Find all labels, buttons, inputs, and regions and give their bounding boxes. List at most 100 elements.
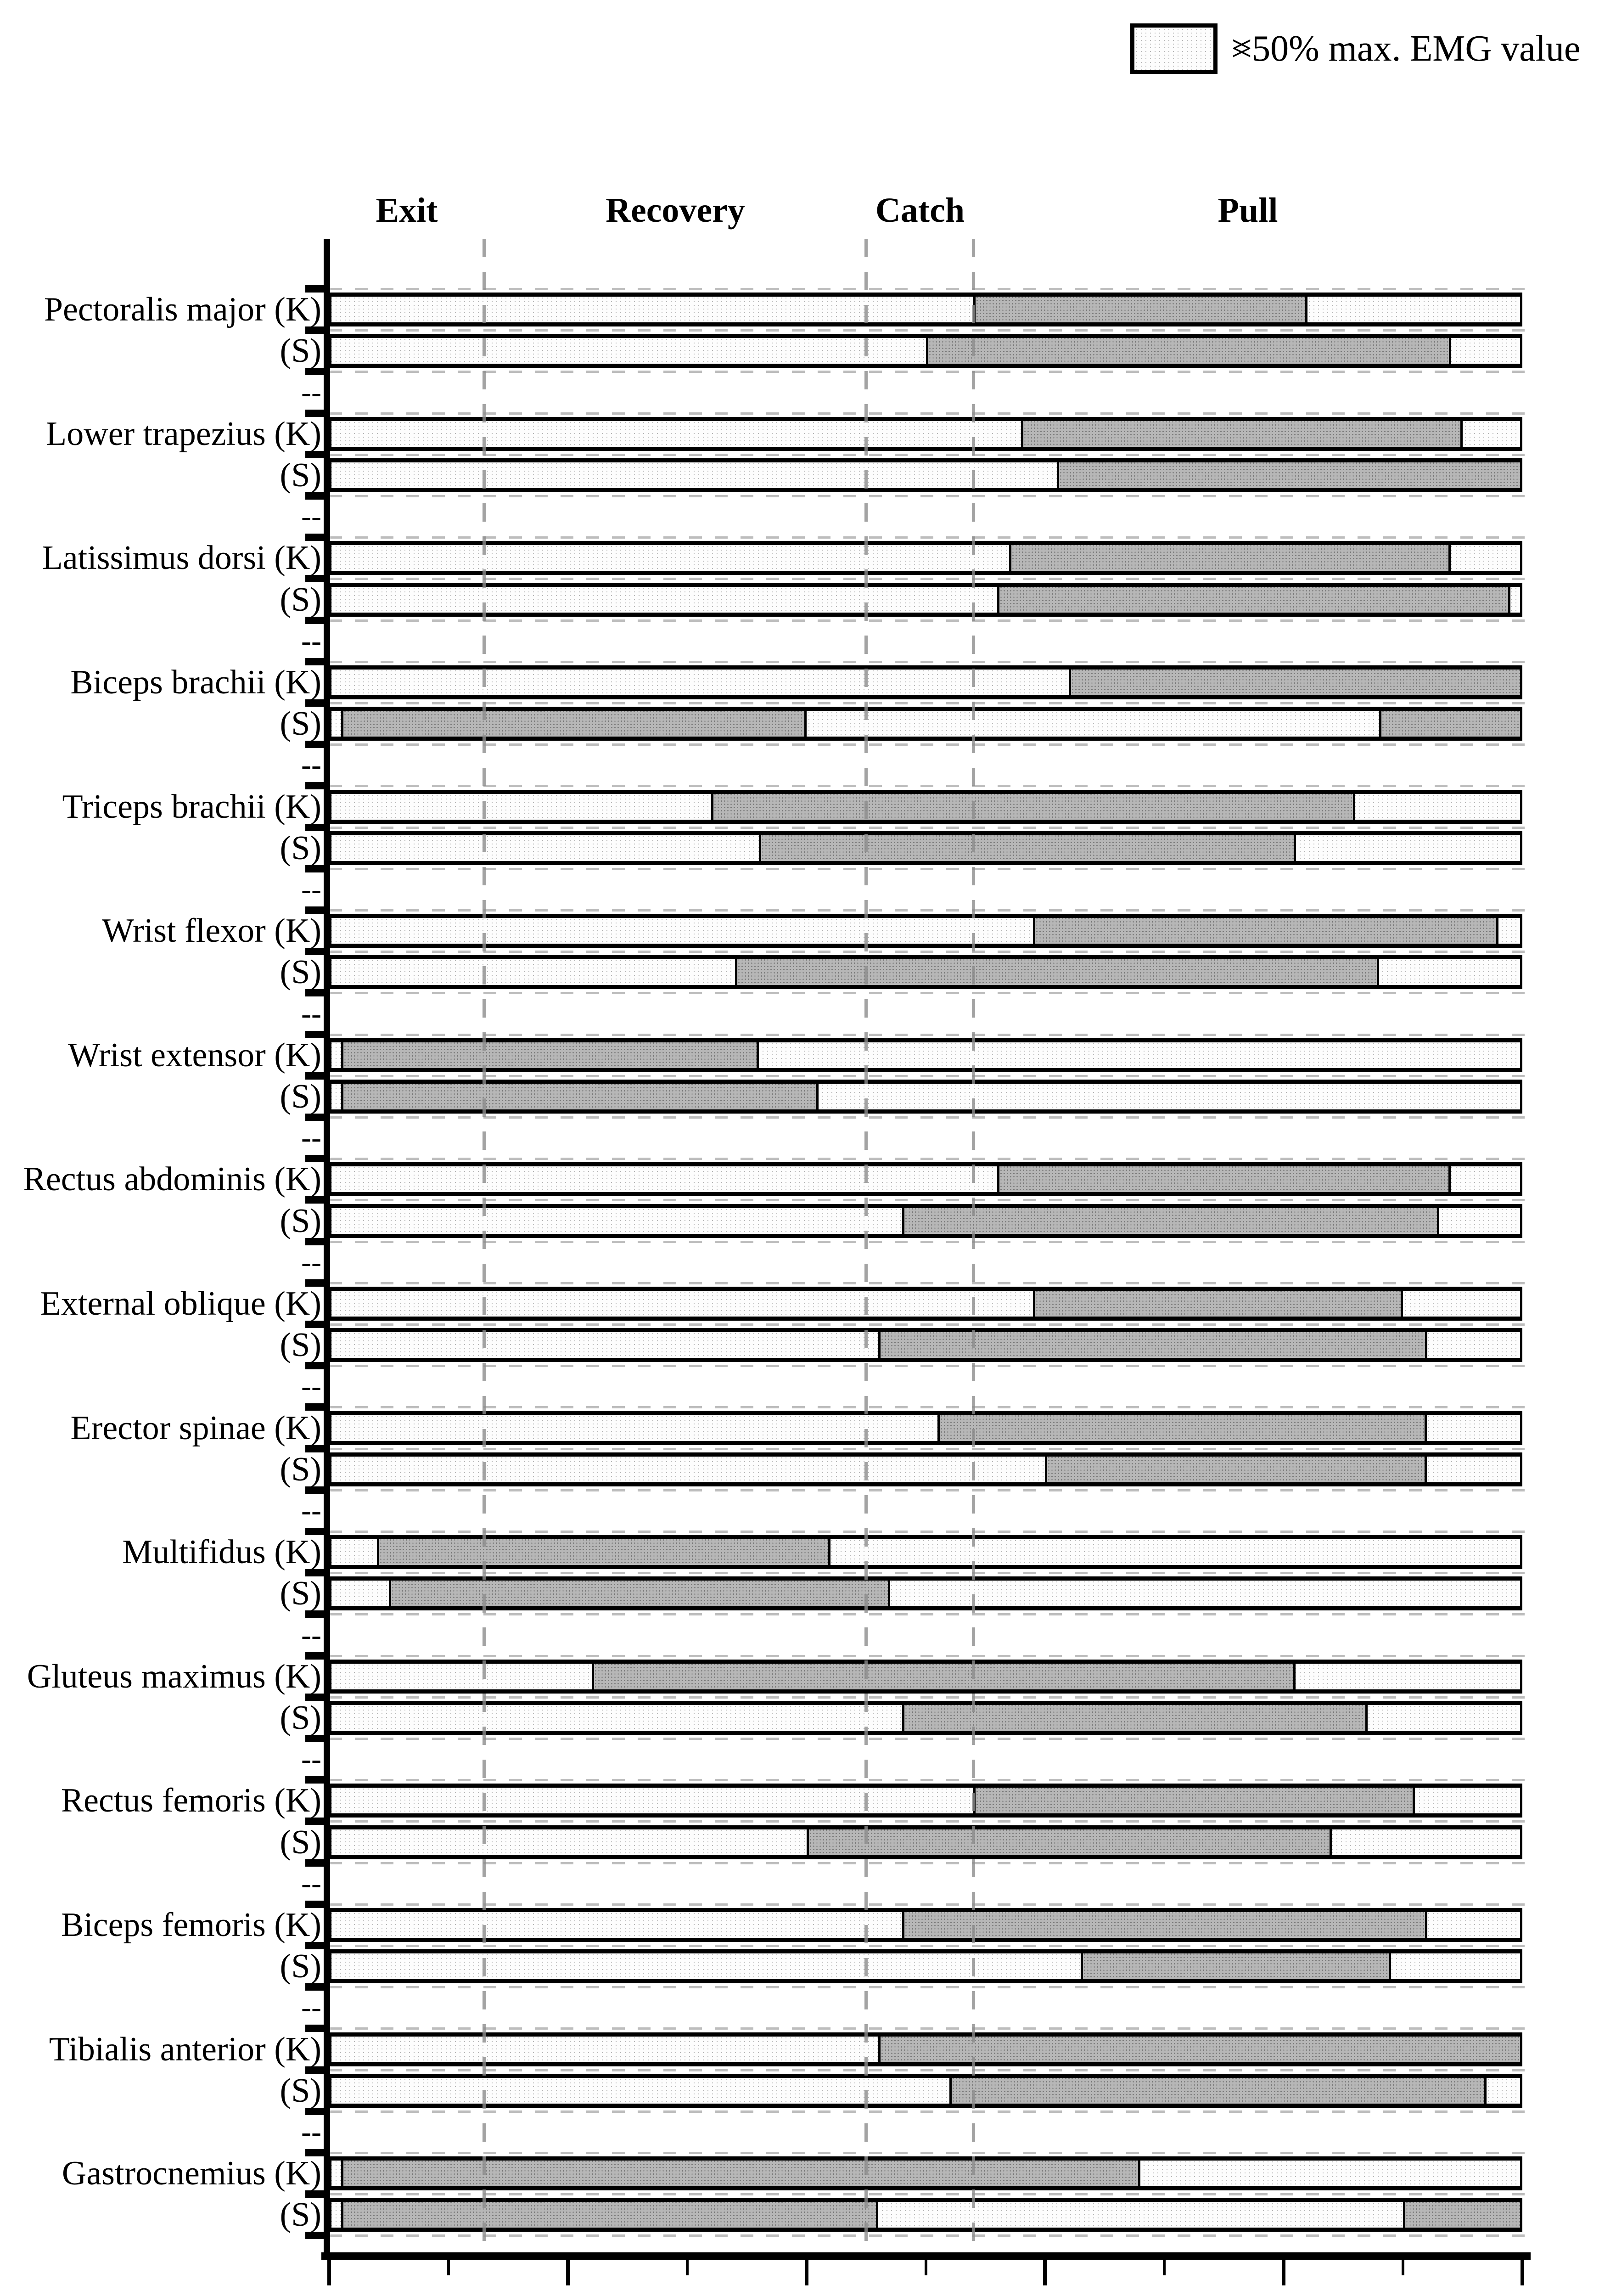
bar-frame [329, 1535, 1522, 1569]
gap-tick-label: -- [301, 1369, 321, 1403]
bar-dark-region [949, 2074, 1487, 2108]
row-separator-line [329, 1075, 1533, 1077]
muscle-label-s: (S) [280, 1326, 321, 1364]
row-separator-line [329, 1365, 1533, 1367]
x-tick-major [1282, 2260, 1285, 2285]
row-separator-line [329, 1820, 1533, 1823]
gap-tick-label: -- [301, 1494, 321, 1527]
bar-dark-region [1069, 665, 1522, 699]
bar-dark-region [1057, 458, 1522, 492]
bar-frame [329, 417, 1522, 451]
bar-frame [329, 665, 1522, 699]
gap-tick-label: -- [301, 376, 321, 409]
row-separator-line [329, 1738, 1533, 1740]
row-separator-line [329, 1241, 1533, 1243]
bar-frame [329, 1287, 1522, 1321]
y-axis-tick [305, 1403, 330, 1411]
row-separator-line [329, 909, 1533, 912]
row-separator-line [329, 329, 1533, 332]
bar-frame [329, 831, 1522, 865]
muscle-label-k: Wrist flexor (K) [102, 912, 321, 950]
bar-dark-region [973, 293, 1307, 326]
emg-bar-external-oblique-k [329, 1287, 1522, 1321]
x-tick-minor [1163, 2260, 1166, 2275]
muscle-label-s: (S) [280, 953, 321, 991]
legend-swatch-light-icon [1130, 23, 1218, 74]
bar-dark-region [937, 1411, 1427, 1445]
y-axis-tick [305, 1569, 330, 1576]
y-axis-tick [305, 1776, 330, 1784]
bar-dark-region [1021, 417, 1463, 451]
x-tick-minor [686, 2260, 689, 2275]
y-axis-tick [305, 1238, 330, 1245]
row-separator-line [329, 1779, 1533, 1781]
row-separator-line [329, 1945, 1533, 1947]
emg-bar-wrist-extensor-k [329, 1038, 1522, 1072]
bar-frame [329, 1162, 1522, 1196]
emg-bar-multifidus-s [329, 1576, 1522, 1610]
row-separator-line [329, 1282, 1533, 1284]
gap-tick-label: -- [301, 1121, 321, 1154]
y-axis-tick [305, 1072, 330, 1080]
bar-frame [329, 1701, 1522, 1735]
y-axis-tick [305, 575, 330, 582]
muscle-label-k: Gastrocnemius (K) [62, 2155, 321, 2192]
y-axis-tick [305, 948, 330, 955]
y-axis-tick [305, 1528, 330, 1535]
y-axis-tick [305, 1983, 330, 1991]
y-axis-tick [305, 1196, 330, 1204]
bar-frame [329, 1080, 1522, 1114]
emg-bar-wrist-extensor-s [329, 1080, 1522, 1114]
bar-dark-region [1379, 707, 1522, 741]
gap-tick-label: -- [301, 624, 321, 658]
x-axis-line [321, 2252, 1531, 2260]
y-axis-tick [305, 2190, 330, 2198]
x-tick-label: 80 [1229, 2289, 1339, 2296]
bar-dark-region [878, 1328, 1427, 1362]
phase-label-recovery: Recovery [606, 191, 745, 230]
bar-frame [329, 914, 1522, 948]
row-separator-line [329, 743, 1533, 746]
y-axis-tick [305, 617, 330, 624]
x-tick-minor [1402, 2260, 1404, 2275]
emg-bar-tibialis-anterior-k [329, 2032, 1522, 2066]
emg-bar-rectus-femoris-s [329, 1825, 1522, 1859]
bar-frame [329, 1328, 1522, 1362]
bar-frame [329, 334, 1522, 368]
gap-tick-label: -- [301, 1618, 321, 1652]
bar-dark-region [997, 583, 1510, 617]
muscle-label-s: (S) [280, 1202, 321, 1240]
y-axis-tick [305, 824, 330, 831]
bar-dark-region [341, 1080, 819, 1114]
emg-bar-erector-spinae-k [329, 1411, 1522, 1445]
y-axis-tick [305, 2025, 330, 2032]
bar-light-region [329, 293, 1522, 326]
muscle-label-k: Rectus femoris (K) [61, 1782, 321, 1819]
muscle-label-s: (S) [280, 1451, 321, 1488]
emg-bar-latissimus-dorsi-s [329, 583, 1522, 617]
x-tick-minor [447, 2260, 450, 2275]
bar-frame [329, 1908, 1522, 1942]
muscle-label-k: Triceps brachii (K) [62, 788, 321, 826]
row-separator-line [329, 2234, 1533, 2237]
row-separator-line [329, 578, 1533, 580]
bar-dark-region [997, 1162, 1451, 1196]
bar-dark-region [759, 831, 1296, 865]
row-separator-line [329, 371, 1533, 373]
muscle-label-k: Tibialis anterior (K) [49, 2031, 321, 2068]
bar-frame [329, 2198, 1522, 2232]
emg-bar-rectus-abdominis-s [329, 1204, 1522, 1238]
bar-frame [329, 1576, 1522, 1610]
row-separator-line [329, 2110, 1533, 2113]
y-axis-tick [305, 326, 330, 334]
bar-dark-region [735, 955, 1379, 989]
row-separator-line [329, 288, 1533, 290]
bar-dark-region [1045, 1452, 1427, 1486]
row-separator-line [329, 1613, 1533, 1615]
y-axis-tick [305, 1321, 330, 1328]
emg-bar-gluteus-maximus-s [329, 1701, 1522, 1735]
bar-dark-region [711, 790, 1355, 824]
x-tick-major [566, 2260, 570, 2285]
muscle-label-k: Biceps brachii (K) [70, 664, 321, 701]
row-separator-line [329, 2152, 1533, 2154]
